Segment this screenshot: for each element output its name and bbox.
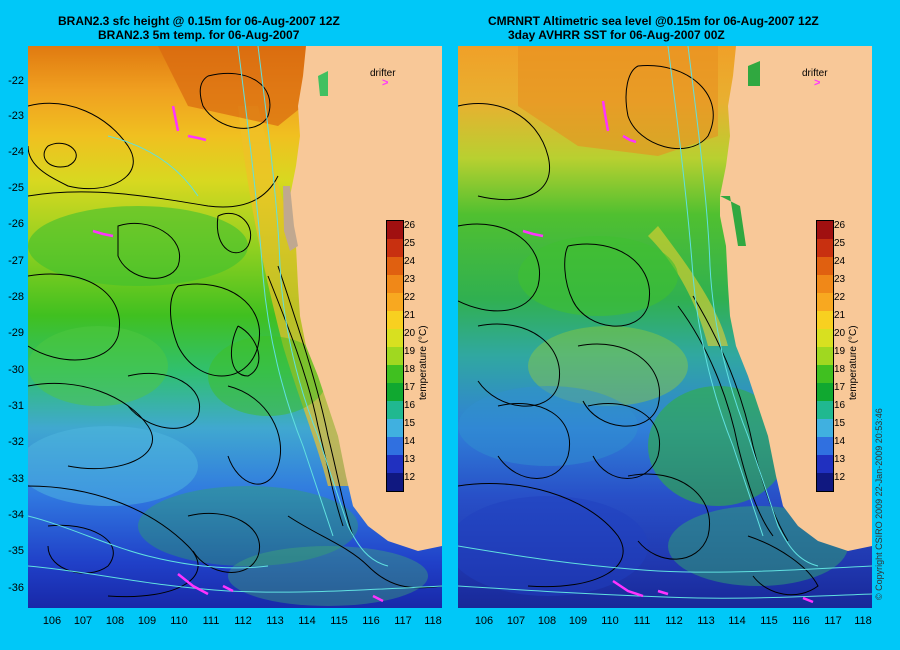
colorbar-tick-label: 22 <box>404 292 416 303</box>
lat-label: -28 <box>8 291 24 303</box>
colorbar-tick-label: 21 <box>404 310 416 321</box>
colorbar-tick-label: 17 <box>834 382 846 393</box>
colorbar-tick-label: 19 <box>834 346 846 357</box>
colorbar-tick-label: 12 <box>834 472 846 483</box>
lon-label: 107 <box>506 615 526 627</box>
lon-label: 118 <box>424 615 442 627</box>
lon-label: 114 <box>728 615 746 627</box>
lon-label: 110 <box>601 615 619 627</box>
colorbar-tick-label: 17 <box>404 382 416 393</box>
left-colorbar <box>386 220 404 492</box>
left-drifter-symbol: > <box>382 77 389 89</box>
colorbar-tick-label: 12 <box>404 472 416 483</box>
lon-label: 106 <box>474 615 494 627</box>
right-title-line2: 3day AVHRR SST for 06-Aug-2007 00Z <box>508 28 725 42</box>
right-map-svg <box>458 46 872 608</box>
right-drifter-symbol: > <box>814 77 821 89</box>
left-map-svg <box>28 46 442 608</box>
lon-label: 115 <box>330 615 348 627</box>
colorbar-tick-label: 19 <box>404 346 416 357</box>
left-title-line1: BRAN2.3 sfc height @ 0.15m for 06-Aug-20… <box>58 14 340 28</box>
left-title-line2: BRAN2.3 5m temp. for 06-Aug-2007 <box>98 28 300 42</box>
lat-label: -33 <box>8 473 24 485</box>
lat-label: -26 <box>8 218 24 230</box>
lat-label: -23 <box>8 110 24 122</box>
lon-label: 113 <box>266 615 284 627</box>
lon-label: 110 <box>170 615 188 627</box>
colorbar-tick-label: 14 <box>834 436 846 447</box>
colorbar-tick-label: 24 <box>834 256 846 267</box>
lon-label: 117 <box>394 615 412 627</box>
lon-label: 114 <box>298 615 316 627</box>
lat-label: -35 <box>8 545 24 557</box>
right-colorbar-title: temperature (°C) <box>848 325 859 400</box>
left-drifter-label: drifter <box>370 68 396 79</box>
lon-label: 111 <box>633 615 651 627</box>
colorbar-tick-label: 26 <box>834 220 846 231</box>
lat-label: -25 <box>8 182 24 194</box>
lon-label: 118 <box>854 615 872 627</box>
lon-label: 116 <box>792 615 810 627</box>
colorbar-tick-label: 25 <box>404 238 416 249</box>
right-colorbar <box>816 220 834 492</box>
lat-label: -31 <box>8 400 24 412</box>
colorbar-tick-label: 13 <box>834 454 846 465</box>
colorbar-tick-label: 23 <box>404 274 416 285</box>
left-map <box>28 46 442 608</box>
lon-label: 113 <box>697 615 715 627</box>
right-title-line1: CMRNRT Altimetric sea level @0.15m for 0… <box>488 14 819 28</box>
lon-label: 115 <box>760 615 778 627</box>
lat-label: -24 <box>8 146 24 158</box>
lon-label: 116 <box>362 615 380 627</box>
lat-label: -22 <box>8 75 24 87</box>
lat-label: -36 <box>8 582 24 594</box>
colorbar-tick-label: 21 <box>834 310 846 321</box>
lon-label: 108 <box>105 615 125 627</box>
colorbar-tick-label: 26 <box>404 220 416 231</box>
colorbar-tick-label: 15 <box>404 418 416 429</box>
colorbar-tick-label: 14 <box>404 436 416 447</box>
lon-label: 108 <box>537 615 557 627</box>
colorbar-tick-label: 25 <box>834 238 846 249</box>
lon-label: 109 <box>568 615 588 627</box>
lon-label: 106 <box>42 615 62 627</box>
copyright-text: © Copyright CSIRO 2009 22-Jan-2009 20:53… <box>874 408 884 600</box>
colorbar-tick-label: 16 <box>834 400 846 411</box>
colorbar-tick-label: 24 <box>404 256 416 267</box>
colorbar-tick-label: 22 <box>834 292 846 303</box>
colorbar-tick-label: 20 <box>834 328 846 339</box>
colorbar-tick-label: 15 <box>834 418 846 429</box>
colorbar-tick-label: 18 <box>834 364 846 375</box>
lon-label: 109 <box>137 615 157 627</box>
lat-label: -27 <box>8 255 24 267</box>
colorbar-tick-label: 23 <box>834 274 846 285</box>
lat-label: -30 <box>8 364 24 376</box>
lon-label: 112 <box>234 615 252 627</box>
lat-label: -29 <box>8 327 24 339</box>
colorbar-tick-label: 13 <box>404 454 416 465</box>
left-colorbar-title: temperature (°C) <box>418 325 429 400</box>
lon-label: 107 <box>73 615 93 627</box>
lon-label: 111 <box>202 615 220 627</box>
lat-label: -34 <box>8 509 24 521</box>
colorbar-tick-label: 20 <box>404 328 416 339</box>
right-drifter-label: drifter <box>802 68 828 79</box>
colorbar-tick-label: 18 <box>404 364 416 375</box>
lon-label: 112 <box>665 615 683 627</box>
right-map <box>458 46 872 608</box>
lon-label: 117 <box>824 615 842 627</box>
colorbar-tick-label: 16 <box>404 400 416 411</box>
lat-label: -32 <box>8 436 24 448</box>
